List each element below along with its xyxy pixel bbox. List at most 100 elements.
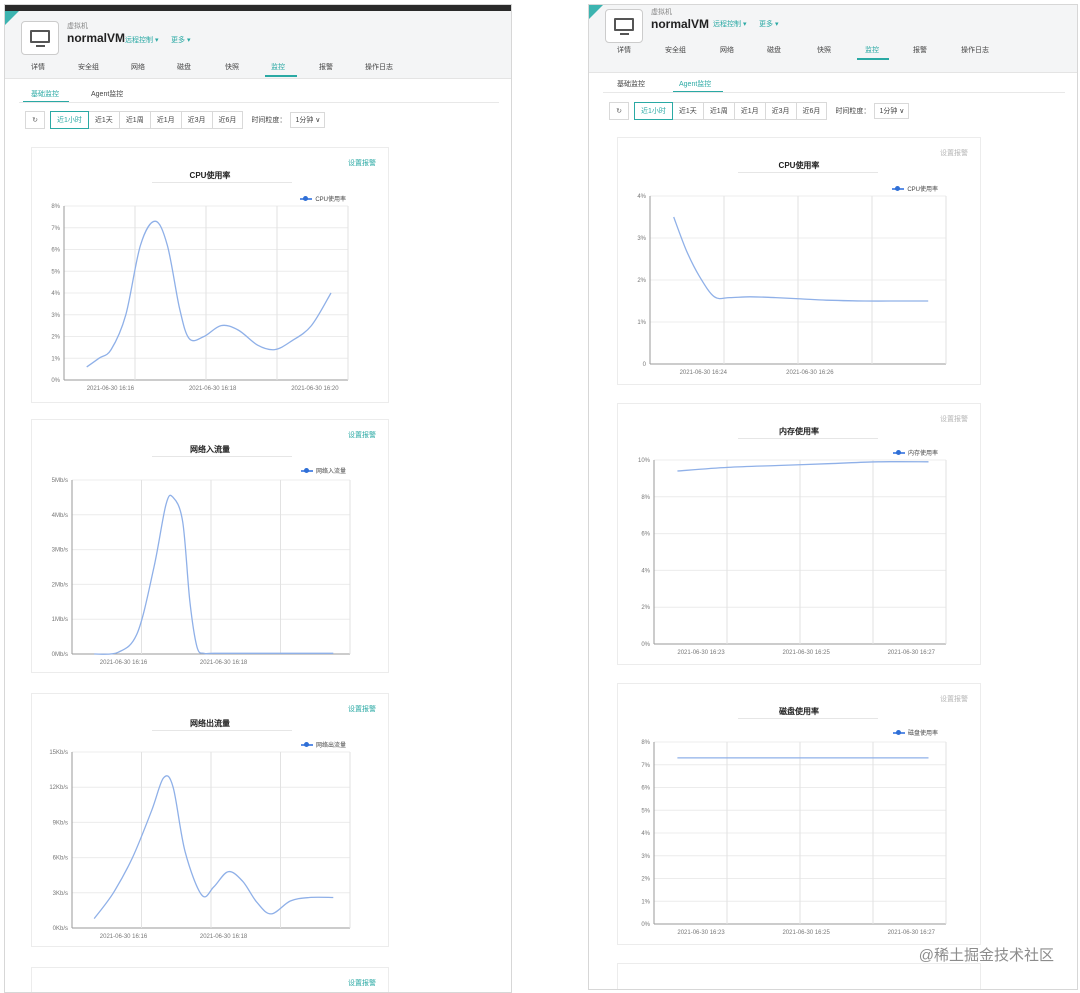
legend-label: 内存使用率 [907, 451, 938, 457]
active-tab-underline [857, 58, 889, 60]
y-tick-label: 2% [637, 278, 646, 284]
set-alarm-link[interactable]: 设置报警 [940, 416, 968, 423]
title-rule [152, 456, 292, 457]
range-6-months[interactable]: 近6月 [211, 111, 244, 129]
range-1-week[interactable]: 近1周 [118, 111, 151, 129]
chart-svg: 0% 1% 2% 3% 4% 5% 6% 7% 8% 2021-06-30 16:23 2021-0… [641, 740, 947, 936]
range-3-months[interactable]: 近3月 [764, 102, 797, 120]
vm-header: 虚拟机 normalVM 远程控制 ▾ 更多 ▾ 详情 安全组 网络 磁盘 快照… [5, 11, 511, 79]
x-tick-label: 2021-06-30 16:27 [888, 930, 936, 936]
y-tick-label: 6% [641, 532, 650, 538]
subtab-agent-monitor[interactable]: Agent监控 [679, 81, 712, 88]
legend-marker-icon [892, 185, 905, 191]
y-tick-label: 6Kb/s [53, 856, 68, 862]
tab-operation-log[interactable]: 操作日志 [961, 47, 989, 54]
set-alarm-link[interactable]: 设置报警 [348, 706, 376, 713]
y-tick-label: 4% [641, 568, 650, 574]
y-tick-label: 3% [51, 313, 60, 319]
tab-disk[interactable]: 磁盘 [177, 64, 191, 71]
chart-legend: CPU使用率 [300, 194, 346, 203]
tab-network[interactable]: 网络 [131, 64, 145, 71]
chart-svg: 0Kb/s 3Kb/s 6Kb/s 9Kb/s 12Kb/s 15Kb/s 2021-06-… [49, 750, 351, 940]
chart-plot: 0Mb/s 1Mb/s 2Mb/s 3Mb/s 4Mb/s 5Mb/s 2021-06-30… [32, 420, 390, 674]
tab-details[interactable]: 详情 [617, 47, 631, 54]
chart-title: 内存使用率 [779, 427, 819, 436]
set-alarm-link[interactable]: 设置报警 [348, 432, 376, 439]
granularity-select[interactable]: 1分钟 ∨ [874, 103, 910, 119]
range-1-month[interactable]: 近1月 [149, 111, 182, 129]
tab-security-group[interactable]: 安全组 [665, 47, 686, 54]
y-tick-label: 1% [637, 320, 646, 326]
monitor-icon [605, 9, 643, 43]
remote-control-dropdown[interactable]: 远程控制 ▾ [125, 37, 159, 44]
more-dropdown[interactable]: 更多 ▾ [759, 21, 779, 28]
chart-plot: 0 1% 2% 3% 4% 2021-06-30 16:24 2021-06-30 16:2… [618, 138, 982, 386]
y-tick-label: 7% [51, 226, 60, 232]
range-3-months[interactable]: 近3月 [180, 111, 213, 129]
tab-details[interactable]: 详情 [31, 64, 45, 71]
tab-network[interactable]: 网络 [720, 47, 734, 54]
set-alarm-link[interactable]: 设置报警 [940, 150, 968, 157]
tab-snapshot[interactable]: 快照 [817, 47, 831, 54]
more-dropdown[interactable]: 更多 ▾ [171, 37, 191, 44]
y-tick-label: 5Mb/s [52, 478, 68, 484]
y-tick-label: 3Mb/s [52, 548, 68, 554]
title-rule [738, 172, 878, 173]
range-1-month[interactable]: 近1月 [733, 102, 766, 120]
subtab-basic-monitor[interactable]: 基础监控 [617, 81, 645, 88]
tab-operation-log[interactable]: 操作日志 [365, 64, 393, 71]
chart-svg: 0% 2% 4% 6% 8% 10% 2021-06-30 16:23 2021-06-30 … [638, 458, 947, 656]
tab-alarm[interactable]: 报警 [913, 47, 927, 54]
subtab-basic-monitor[interactable]: 基础监控 [31, 91, 59, 98]
set-alarm-link[interactable]: 设置报警 [348, 160, 376, 167]
range-1-day[interactable]: 近1天 [671, 102, 704, 120]
range-1-hour[interactable]: 近1小时 [50, 111, 89, 129]
x-tick-label: 2021-06-30 16:23 [677, 930, 725, 936]
chart-card-next: 设置报警 [31, 967, 389, 992]
tab-snapshot[interactable]: 快照 [225, 64, 239, 71]
y-tick-label: 6% [641, 786, 650, 792]
vm-name: normalVM [651, 17, 710, 31]
y-tick-label: 0 [643, 362, 647, 368]
refresh-button[interactable]: ↻ [25, 111, 45, 129]
set-alarm-link[interactable]: 设置报警 [940, 696, 968, 703]
y-tick-label: 0% [641, 922, 650, 928]
time-toolbar: ↻ 近1小时 近1天 近1周 近1月 近3月 近6月 时间粒度： 1分钟 ∨ [609, 102, 910, 120]
granularity-select[interactable]: 1分钟 ∨ [290, 112, 326, 128]
legend-label: CPU使用率 [315, 197, 346, 203]
refresh-button[interactable]: ↻ [609, 102, 629, 120]
x-tick-label: 2021-06-30 16:26 [786, 370, 834, 376]
subtab-divider [19, 102, 499, 103]
legend-marker-icon [892, 729, 905, 735]
title-rule [152, 182, 292, 183]
x-tick-label: 2021-06-30 16:16 [87, 386, 135, 392]
range-1-week[interactable]: 近1周 [702, 102, 735, 120]
y-tick-label: 8% [51, 204, 60, 210]
set-alarm-link[interactable]: 设置报警 [348, 980, 376, 987]
chart-card-agent-cpu: 设置报警 CPU使用率 CPU使用率 0 1% 2% 3% 4% 2021-06-30 1… [617, 137, 981, 385]
y-tick-label: 10% [638, 458, 651, 464]
range-6-months[interactable]: 近6月 [795, 102, 828, 120]
tab-monitor[interactable]: 监控 [271, 64, 285, 71]
y-tick-label: 0Kb/s [53, 926, 68, 932]
title-rule [738, 438, 878, 439]
y-tick-label: 2% [641, 605, 650, 611]
subtab-agent-monitor[interactable]: Agent监控 [91, 91, 124, 98]
tab-security-group[interactable]: 安全组 [78, 64, 99, 71]
tab-disk[interactable]: 磁盘 [767, 47, 781, 54]
chart-title: 网络入流量 [190, 445, 230, 454]
range-1-hour[interactable]: 近1小时 [634, 102, 673, 120]
title-rule [152, 730, 292, 731]
active-tab-underline [265, 75, 297, 77]
chart-legend: 网络出流量 [300, 740, 346, 749]
legend-label: 网络出流量 [315, 743, 346, 749]
series-line [93, 775, 334, 919]
tab-alarm[interactable]: 报警 [319, 64, 333, 71]
chart-card-next [617, 963, 981, 989]
range-1-day[interactable]: 近1天 [87, 111, 120, 129]
chart-card-cpu: 设置报警 CPU使用率 CPU使用率 0% 1% 2% 3% 4% 5% 6% 7% 8% 202… [31, 147, 389, 403]
y-tick-label: 4% [51, 291, 60, 297]
legend-label: 网络入流量 [315, 469, 346, 475]
tab-monitor[interactable]: 监控 [865, 47, 879, 54]
remote-control-dropdown[interactable]: 远程控制 ▾ [713, 21, 747, 28]
